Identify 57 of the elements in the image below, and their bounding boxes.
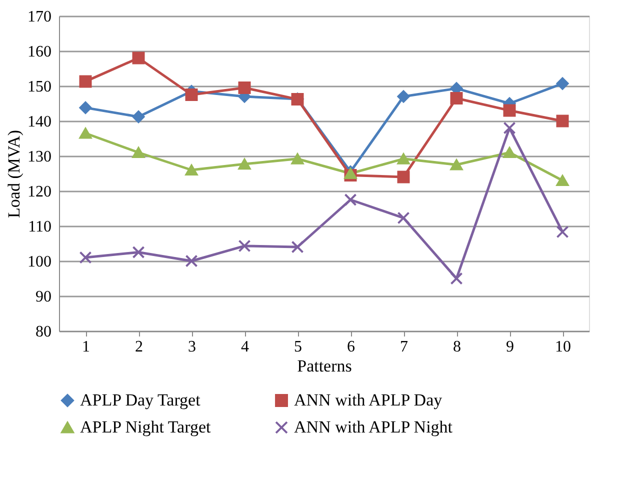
point	[503, 122, 516, 134]
y-tick-label: 170	[28, 8, 52, 26]
point	[291, 240, 304, 254]
point	[397, 153, 410, 164]
point	[79, 128, 92, 139]
y-axis-title: Load (MVA)	[4, 130, 24, 218]
y-tick-label: 90	[36, 288, 52, 306]
point	[132, 246, 145, 258]
point	[556, 114, 569, 128]
point	[79, 251, 92, 264]
x-tick-label: 1	[82, 338, 90, 356]
point	[450, 272, 463, 285]
y-tick-label: 110	[28, 218, 52, 236]
legend-label: APLP Day Target	[80, 390, 201, 410]
point	[397, 212, 410, 224]
point	[503, 146, 516, 158]
x-tick-label: 10	[555, 338, 571, 356]
point	[79, 75, 92, 88]
x-tick-label: 4	[241, 338, 249, 356]
point	[185, 254, 198, 268]
point	[132, 110, 145, 124]
point	[556, 174, 569, 186]
legend-label: ANN with APLP Night	[294, 418, 453, 436]
point	[238, 240, 251, 252]
point	[450, 92, 463, 104]
point	[79, 101, 92, 114]
point	[185, 164, 198, 176]
x-tick-label: 9	[506, 338, 514, 356]
x-tick-label: 2	[135, 338, 143, 356]
x-axis-title: Patterns	[297, 356, 352, 376]
point	[132, 146, 145, 158]
y-tick-label: 140	[28, 114, 52, 130]
y-tick-label: 150	[28, 78, 52, 96]
point	[450, 159, 463, 170]
point	[185, 88, 198, 101]
point	[132, 52, 145, 64]
point	[238, 158, 251, 170]
x-tick-label: 7	[400, 338, 408, 356]
point	[344, 194, 357, 206]
x-tick-label: 5	[294, 338, 302, 356]
x-tick-label: 8	[453, 338, 461, 356]
point	[291, 153, 304, 164]
point	[556, 226, 569, 238]
y-tick-label: 130	[28, 148, 52, 166]
y-tick-label: 80	[36, 324, 52, 340]
x-tick-label: 3	[188, 338, 196, 356]
y-tick-label: 120	[28, 184, 52, 200]
x-tick-label: 6	[347, 338, 355, 356]
y-tick-label: 100	[28, 254, 52, 270]
point	[397, 90, 410, 103]
point	[238, 82, 251, 94]
point	[556, 77, 569, 90]
y-tick-label: 160	[28, 44, 52, 60]
legend-label: ANN with APLP Day	[294, 390, 443, 410]
point	[503, 104, 516, 117]
legend-label: APLP Night Target	[80, 418, 211, 436]
point	[397, 170, 410, 184]
